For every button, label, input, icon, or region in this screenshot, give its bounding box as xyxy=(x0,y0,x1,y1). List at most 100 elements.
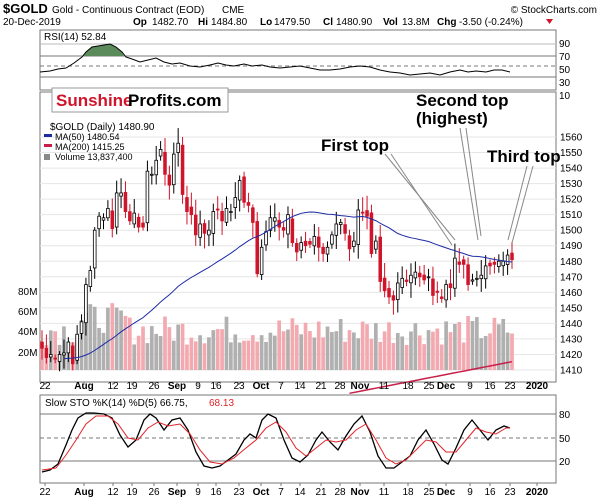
volume-bar xyxy=(110,303,115,370)
x-tick-label: 7 xyxy=(278,487,284,498)
price-tick-label: 1520 xyxy=(560,195,583,206)
candle-body xyxy=(180,144,185,195)
volume-bar xyxy=(501,318,506,370)
x-tick-label: 9 xyxy=(195,381,201,392)
candle-body xyxy=(84,284,88,324)
volume-bar xyxy=(264,341,268,370)
first-top-arrow-2 xyxy=(390,153,453,246)
volume-bar xyxy=(299,334,304,370)
volume-bar xyxy=(211,330,216,370)
x-tick-label: Oct xyxy=(253,487,270,498)
candle-body xyxy=(497,260,501,267)
candle-body xyxy=(106,208,110,219)
rsi-line xyxy=(39,43,511,76)
volume-bar xyxy=(453,323,457,370)
x-tick-label: 23 xyxy=(233,381,245,392)
candle-body xyxy=(382,277,387,292)
candle-body xyxy=(396,282,400,300)
volume-bar xyxy=(382,331,387,370)
candle-body xyxy=(141,222,145,228)
volume-bar xyxy=(417,335,422,370)
volume-bar xyxy=(167,327,172,370)
x-tick-label: 18 xyxy=(402,381,414,392)
candle-body xyxy=(369,212,374,254)
candle-body xyxy=(110,210,115,230)
candle-body xyxy=(145,170,150,224)
cl-value: 1480.90 xyxy=(336,17,373,28)
volume-bar xyxy=(277,320,282,370)
candle-body xyxy=(316,236,321,248)
x-tick-label: Oct xyxy=(253,381,270,392)
candle-body xyxy=(426,276,431,279)
candle-body xyxy=(92,229,97,269)
volume-bar xyxy=(281,331,286,370)
x-tick-label: 12 xyxy=(107,381,119,392)
volume-bar xyxy=(479,338,484,370)
sto-d-value: 68.13 xyxy=(209,398,234,409)
volume-bar xyxy=(439,344,444,370)
rsi-label: RSI(14) 52.84 xyxy=(44,32,107,43)
volume-bar xyxy=(141,326,145,370)
volume-bar xyxy=(457,322,462,370)
legend-volume: Volume 13,837,400 xyxy=(55,152,133,162)
candle-body xyxy=(242,176,246,203)
logo-part2: Profits.com xyxy=(128,91,222,110)
volume-bar xyxy=(88,304,93,370)
volume-bar xyxy=(422,344,426,370)
volume-bar xyxy=(259,335,264,370)
op-value: 1482.70 xyxy=(152,17,189,28)
volume-bar xyxy=(404,344,409,370)
hi-value: 1484.80 xyxy=(211,17,248,28)
lo-value: 1479.50 xyxy=(274,17,311,28)
candle-body xyxy=(343,224,347,234)
ma200-line xyxy=(349,360,513,395)
annotations: First top Second top (highest) Third top xyxy=(321,91,561,246)
third-top-arrow-2 xyxy=(511,165,534,244)
legend-ma50: MA(50) 1480.54 xyxy=(55,132,120,142)
candle-body xyxy=(510,252,514,261)
price-tick-label: 1480 xyxy=(560,257,583,268)
volume-bar xyxy=(347,330,352,370)
candle-body xyxy=(312,236,317,247)
candle-body xyxy=(167,174,172,186)
x-tick-label: 21 xyxy=(315,487,327,498)
candle-body xyxy=(391,295,396,301)
x-tick-label: 14 xyxy=(294,487,306,498)
candle-body xyxy=(457,261,462,265)
x-tick-label: Aug xyxy=(74,487,93,498)
candle-body xyxy=(211,211,216,234)
candle-body xyxy=(75,333,79,361)
volume-bar xyxy=(488,333,492,370)
volume-bar xyxy=(193,341,198,370)
x-tick-label: 9 xyxy=(467,381,473,392)
volume-bar xyxy=(128,317,132,370)
volume-bar xyxy=(145,343,150,370)
candle-body xyxy=(488,262,492,267)
x-tick-label: 25 xyxy=(423,381,435,392)
candle-body xyxy=(88,270,93,287)
volume-bar xyxy=(286,329,290,370)
candle-body xyxy=(431,278,435,296)
candle-body xyxy=(308,241,312,245)
candle-body xyxy=(295,243,299,253)
volume-bar xyxy=(321,337,325,370)
candle-body xyxy=(158,149,163,157)
x-tick-label: 21 xyxy=(315,381,327,392)
volume-bar xyxy=(492,317,497,370)
candle-body xyxy=(387,288,391,298)
candle-body xyxy=(479,274,484,280)
price-tick-label: 1410 xyxy=(560,366,583,377)
volume-bar xyxy=(325,326,330,370)
volume-bar xyxy=(409,331,413,370)
x-tick-label: 9 xyxy=(195,487,201,498)
candle-body xyxy=(470,279,475,282)
volume-bar xyxy=(154,333,159,370)
candle-body xyxy=(299,242,303,251)
candle-body xyxy=(444,284,448,301)
volume-tick-label: 80M xyxy=(18,287,37,298)
volume-bar xyxy=(123,315,128,370)
candle-body xyxy=(114,192,119,228)
candle-body xyxy=(378,236,382,282)
volume-bar xyxy=(101,332,106,370)
volume-bar xyxy=(215,329,220,370)
